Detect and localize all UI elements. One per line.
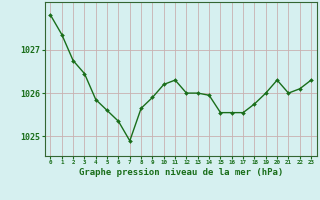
X-axis label: Graphe pression niveau de la mer (hPa): Graphe pression niveau de la mer (hPa) [79, 168, 283, 177]
